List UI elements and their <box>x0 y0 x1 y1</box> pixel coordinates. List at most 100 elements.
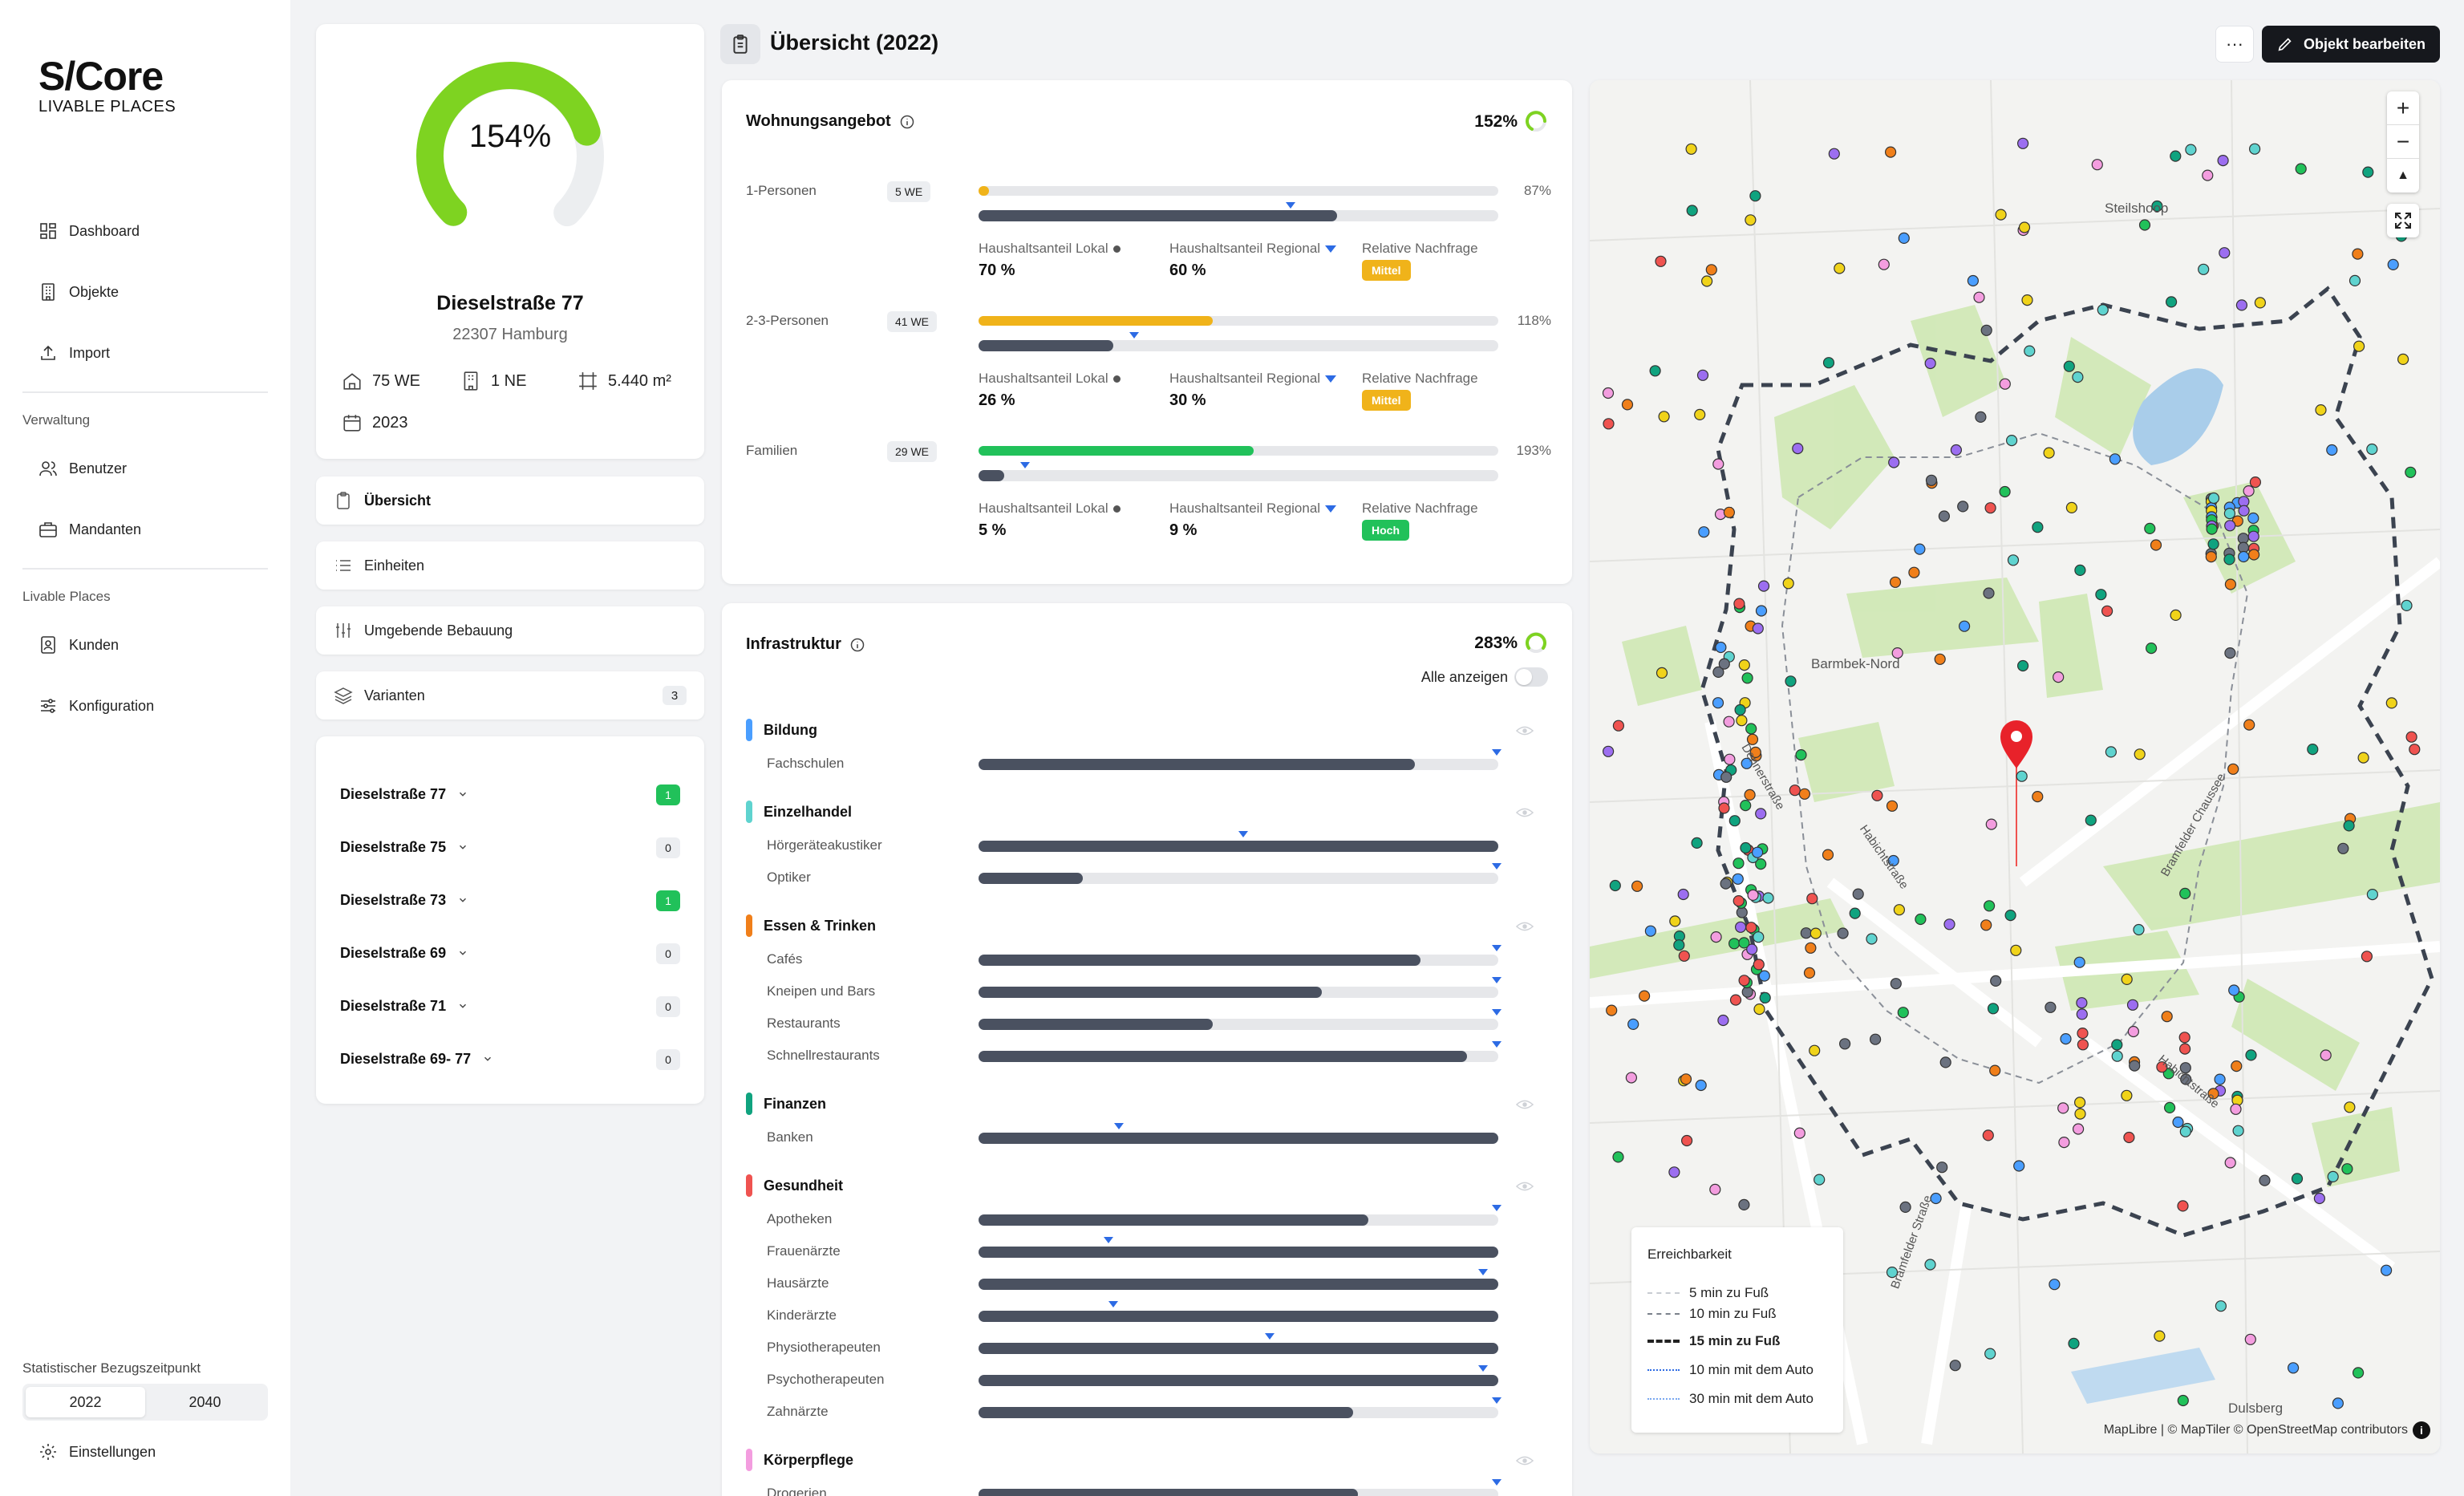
poi-marker[interactable] <box>2353 340 2365 352</box>
poi-marker[interactable] <box>1806 893 1818 905</box>
poi-marker[interactable] <box>2072 371 2084 383</box>
poi-marker[interactable] <box>1839 1038 1851 1050</box>
poi-marker[interactable] <box>1696 369 1709 381</box>
chevron-down-icon[interactable] <box>457 894 468 906</box>
poi-marker[interactable] <box>2072 1123 2085 1135</box>
tab-variants[interactable]: Varianten 3 <box>316 671 704 720</box>
poi-marker[interactable] <box>1973 291 1985 303</box>
poi-marker[interactable] <box>2313 1192 2326 1205</box>
period-option-2022[interactable]: 2022 <box>26 1387 145 1417</box>
tab-units[interactable]: Einheiten <box>316 541 704 590</box>
poi-marker[interactable] <box>2224 1157 2236 1169</box>
poi-marker[interactable] <box>1712 666 1724 679</box>
poi-marker[interactable] <box>2215 1300 2227 1312</box>
poi-marker[interactable] <box>2332 1397 2344 1409</box>
tab-surrounding[interactable]: Umgebende Bebauung <box>316 606 704 655</box>
poi-marker[interactable] <box>1701 275 1713 287</box>
poi-marker[interactable] <box>1957 501 1969 513</box>
poi-marker[interactable] <box>1999 378 2011 390</box>
poi-marker[interactable] <box>1752 622 1764 634</box>
poi-marker[interactable] <box>1939 1056 1951 1068</box>
eye-icon[interactable] <box>1516 1181 1534 1192</box>
poi-marker[interactable] <box>1897 1007 1909 1019</box>
poi-marker[interactable] <box>2224 578 2237 590</box>
poi-marker[interactable] <box>1810 927 1822 939</box>
poi-marker[interactable] <box>1705 264 1717 276</box>
poi-marker[interactable] <box>1625 1072 1638 1084</box>
poi-marker[interactable] <box>1886 800 1899 812</box>
poi-marker[interactable] <box>1989 1064 2001 1076</box>
poi-marker[interactable] <box>1724 753 1736 765</box>
poi-marker[interactable] <box>1984 900 1996 912</box>
poi-marker[interactable] <box>2249 476 2262 489</box>
poi-marker[interactable] <box>1745 723 1757 735</box>
poi-marker[interactable] <box>2045 1001 2057 1013</box>
poi-marker[interactable] <box>1673 939 1685 951</box>
poi-marker[interactable] <box>1793 1127 1805 1139</box>
poi-marker[interactable] <box>1852 888 1864 900</box>
poi-marker[interactable] <box>2060 1032 2072 1045</box>
eye-icon[interactable] <box>1516 807 1534 818</box>
poi-marker[interactable] <box>1949 1360 1961 1372</box>
nav-objects[interactable]: Objekte <box>38 282 119 302</box>
poi-marker[interactable] <box>1753 1003 1765 1016</box>
poi-marker[interactable] <box>1735 921 1747 933</box>
poi-marker[interactable] <box>2172 1116 2184 1129</box>
poi-marker[interactable] <box>1980 919 1992 931</box>
poi-marker[interactable] <box>2016 659 2029 672</box>
poi-marker[interactable] <box>2243 719 2255 731</box>
poi-marker[interactable] <box>2307 743 2319 756</box>
poi-marker[interactable] <box>2076 997 2088 1009</box>
poi-marker[interactable] <box>1631 880 1643 892</box>
poi-marker[interactable] <box>1934 653 1946 665</box>
poi-marker[interactable] <box>2068 1337 2080 1350</box>
poi-marker[interactable] <box>2224 647 2236 659</box>
poi-marker[interactable] <box>1878 258 1890 270</box>
poi-marker[interactable] <box>2156 1061 2168 1073</box>
poi-marker[interactable] <box>1889 576 1902 588</box>
poi-marker[interactable] <box>2053 671 2065 683</box>
poi-marker[interactable] <box>1649 365 1661 377</box>
poi-marker[interactable] <box>1627 1018 1639 1031</box>
poi-marker[interactable] <box>1822 357 1835 369</box>
poi-marker[interactable] <box>1723 506 1735 518</box>
poi-marker[interactable] <box>2219 247 2231 259</box>
chevron-down-icon[interactable] <box>457 1000 468 1012</box>
poi-marker[interactable] <box>1741 986 1753 998</box>
poi-marker[interactable] <box>2397 353 2409 365</box>
poi-marker[interactable] <box>2217 154 2229 167</box>
poi-marker[interactable] <box>1758 970 1770 982</box>
poi-marker[interactable] <box>2024 345 2036 357</box>
poi-marker[interactable] <box>1694 408 1706 420</box>
eye-icon[interactable] <box>1516 921 1534 932</box>
poi-marker[interactable] <box>1718 658 1730 670</box>
poi-marker[interactable] <box>2073 1097 2086 1109</box>
poi-marker[interactable] <box>2385 697 2397 709</box>
eye-icon[interactable] <box>1516 1455 1534 1466</box>
poi-marker[interactable] <box>2214 1073 2226 1085</box>
poi-marker[interactable] <box>2185 144 2197 156</box>
poi-marker[interactable] <box>2247 512 2259 525</box>
poi-marker[interactable] <box>2405 731 2417 743</box>
nav-import[interactable]: Import <box>38 343 110 363</box>
poi-marker[interactable] <box>1691 837 1703 849</box>
poi-marker[interactable] <box>1741 757 1753 769</box>
poi-marker[interactable] <box>1741 672 1753 684</box>
poi-marker[interactable] <box>2243 484 2255 497</box>
poi-marker[interactable] <box>2165 296 2178 308</box>
poi-marker[interactable] <box>1995 209 2007 221</box>
poi-marker[interactable] <box>1984 1348 1996 1360</box>
poi-marker[interactable] <box>2337 842 2349 854</box>
poi-marker[interactable] <box>2063 360 2075 372</box>
poi-marker[interactable] <box>2007 554 2020 566</box>
poi-marker[interactable] <box>1950 444 1962 456</box>
poi-marker[interactable] <box>1915 913 1927 926</box>
poi-marker[interactable] <box>1609 879 1621 892</box>
zoom-in-button[interactable]: + <box>2387 91 2419 125</box>
poi-marker[interactable] <box>1975 411 1987 423</box>
poi-marker[interactable] <box>2032 790 2044 803</box>
poi-marker[interactable] <box>1983 587 1995 599</box>
poi-marker[interactable] <box>2287 1362 2300 1374</box>
map-attribution[interactable]: MapLibre | © MapTiler © OpenStreetMap co… <box>2103 1423 2408 1437</box>
poi-marker[interactable] <box>2247 549 2260 561</box>
